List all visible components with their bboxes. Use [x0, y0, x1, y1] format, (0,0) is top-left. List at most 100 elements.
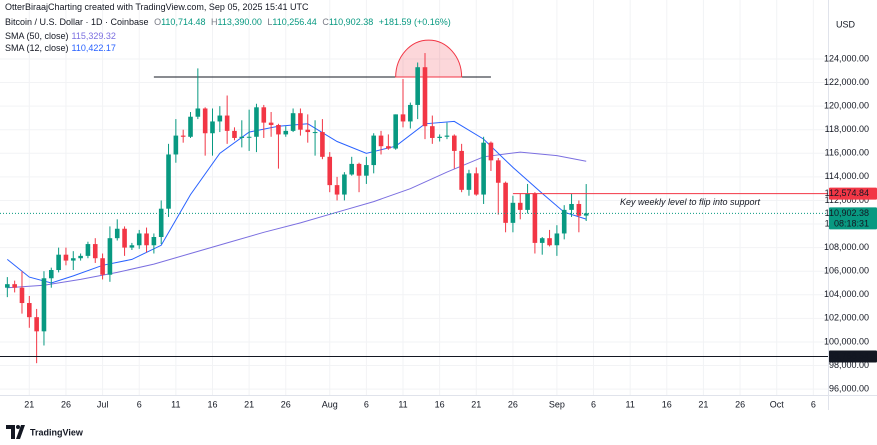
candle-body	[437, 136, 442, 138]
currency: USD	[836, 19, 856, 29]
candle-body	[525, 193, 530, 210]
ohlc-key: L	[267, 17, 273, 27]
candle-body	[63, 254, 69, 261]
candle-body	[386, 146, 391, 149]
candle-body	[444, 135, 450, 137]
candle-body	[151, 237, 157, 246]
candle-body	[254, 107, 259, 137]
candle-body	[276, 124, 281, 135]
sma-line	[6, 120, 587, 284]
ohlc-value: 110,256.44	[272, 17, 317, 27]
x-tick-label: Oct	[770, 399, 785, 409]
legend-name: SMA (50, close)	[5, 31, 69, 41]
x-tick-label: 26	[735, 399, 745, 409]
candle-body	[569, 203, 574, 210]
y-tick-label: 112,000.00	[825, 195, 869, 205]
y-tick-label: 122,000.00	[824, 77, 869, 87]
candle-body	[268, 122, 274, 125]
price-label-box	[829, 207, 877, 230]
price-label: 110,902.38	[825, 208, 869, 218]
candle-body	[224, 115, 230, 131]
price-countdown: 08:18:31	[834, 218, 869, 228]
candle-body	[56, 254, 61, 271]
candle-body	[34, 317, 39, 332]
watermark: TradingView	[30, 427, 84, 437]
x-tick-label: 16	[207, 399, 217, 409]
candle-body	[261, 107, 267, 123]
candle-body	[202, 108, 208, 134]
x-tick-label: 11	[171, 399, 180, 409]
y-tick-label: 100,000.00	[824, 336, 869, 346]
candle-body	[583, 213, 589, 216]
arc-shape	[395, 39, 463, 78]
candle-body	[576, 203, 582, 216]
candle-body	[166, 154, 171, 209]
tradingview-logo: TradingView	[6, 425, 84, 439]
legend-name: SMA (12, close)	[5, 43, 69, 53]
x-tick-label: 21	[471, 399, 481, 409]
candle-body	[180, 135, 186, 137]
sma-legend: SMA (12, close) 110,422.17	[5, 42, 119, 54]
sma-line	[7, 151, 587, 289]
candle-body	[19, 287, 25, 304]
x-tick-label: 21	[244, 399, 254, 409]
y-tick-label: 98,000.00	[829, 360, 869, 370]
ohlc-value: 110,902.38	[328, 17, 374, 27]
symbol-line: Bitcoin / U.S. Dollar · 1D · Coinbase O1…	[5, 16, 454, 28]
y-tick-label: 120,000.00	[824, 100, 869, 110]
candle-body	[378, 135, 384, 147]
price-label-box	[829, 350, 877, 363]
x-tick-label: 6	[137, 399, 142, 409]
candle-body	[532, 193, 538, 243]
candle-body	[122, 228, 127, 248]
x-tick-label: 26	[61, 399, 71, 409]
x-tick-label: Sep	[549, 399, 565, 409]
candle-body	[408, 104, 413, 122]
x-tick-label: 6	[591, 399, 596, 409]
candle-body	[554, 233, 560, 246]
candle-body	[495, 160, 501, 183]
ohlc-key: C	[322, 17, 329, 27]
candle-body	[195, 108, 201, 117]
candle-body	[27, 303, 32, 318]
candle-body	[466, 173, 472, 190]
candle-body	[503, 182, 508, 223]
x-tick-label: 21	[698, 399, 708, 409]
candle-body	[239, 136, 245, 138]
x-tick-label: 16	[435, 399, 445, 409]
candle-body	[459, 150, 464, 190]
x-tick-label: Aug	[322, 399, 338, 409]
candle-body	[517, 202, 523, 210]
x-tick-label: Jul	[97, 399, 109, 409]
y-tick-label: 108,000.00	[824, 242, 869, 252]
annotation: Key weekly level to flip into support	[620, 197, 761, 207]
candle-body	[393, 114, 398, 149]
candle-body	[320, 132, 325, 157]
price-label: 112,574.84	[825, 188, 869, 198]
candle-body	[188, 116, 193, 137]
candle-body	[114, 228, 120, 239]
candle-body	[334, 185, 340, 195]
author-line: OtterBiraajCharting created with Trading…	[5, 1, 312, 13]
candle-body	[364, 165, 369, 176]
y-tick-label: 118,000.00	[825, 124, 869, 134]
legend-value: 110,422.17	[71, 43, 116, 53]
candle-body	[100, 258, 105, 275]
legend-value: 115,329.32	[71, 31, 116, 41]
candle-body	[298, 113, 303, 130]
y-tick-label: 96,000.00	[829, 383, 869, 393]
x-tick-label: 6	[364, 399, 369, 409]
candle-body	[70, 258, 76, 261]
candle-body	[547, 238, 552, 246]
candle-body	[246, 136, 252, 138]
candle-body	[173, 135, 179, 155]
x-tick-label: 26	[281, 399, 291, 409]
candle-body	[327, 156, 333, 186]
ohlc-value: 110,714.48	[161, 17, 206, 27]
y-tick-label: 106,000.00	[824, 266, 869, 276]
symbol: Bitcoin / U.S. Dollar · 1D · Coinbase	[5, 17, 149, 27]
candle-body	[5, 284, 10, 288]
logo-dot	[16, 425, 20, 429]
